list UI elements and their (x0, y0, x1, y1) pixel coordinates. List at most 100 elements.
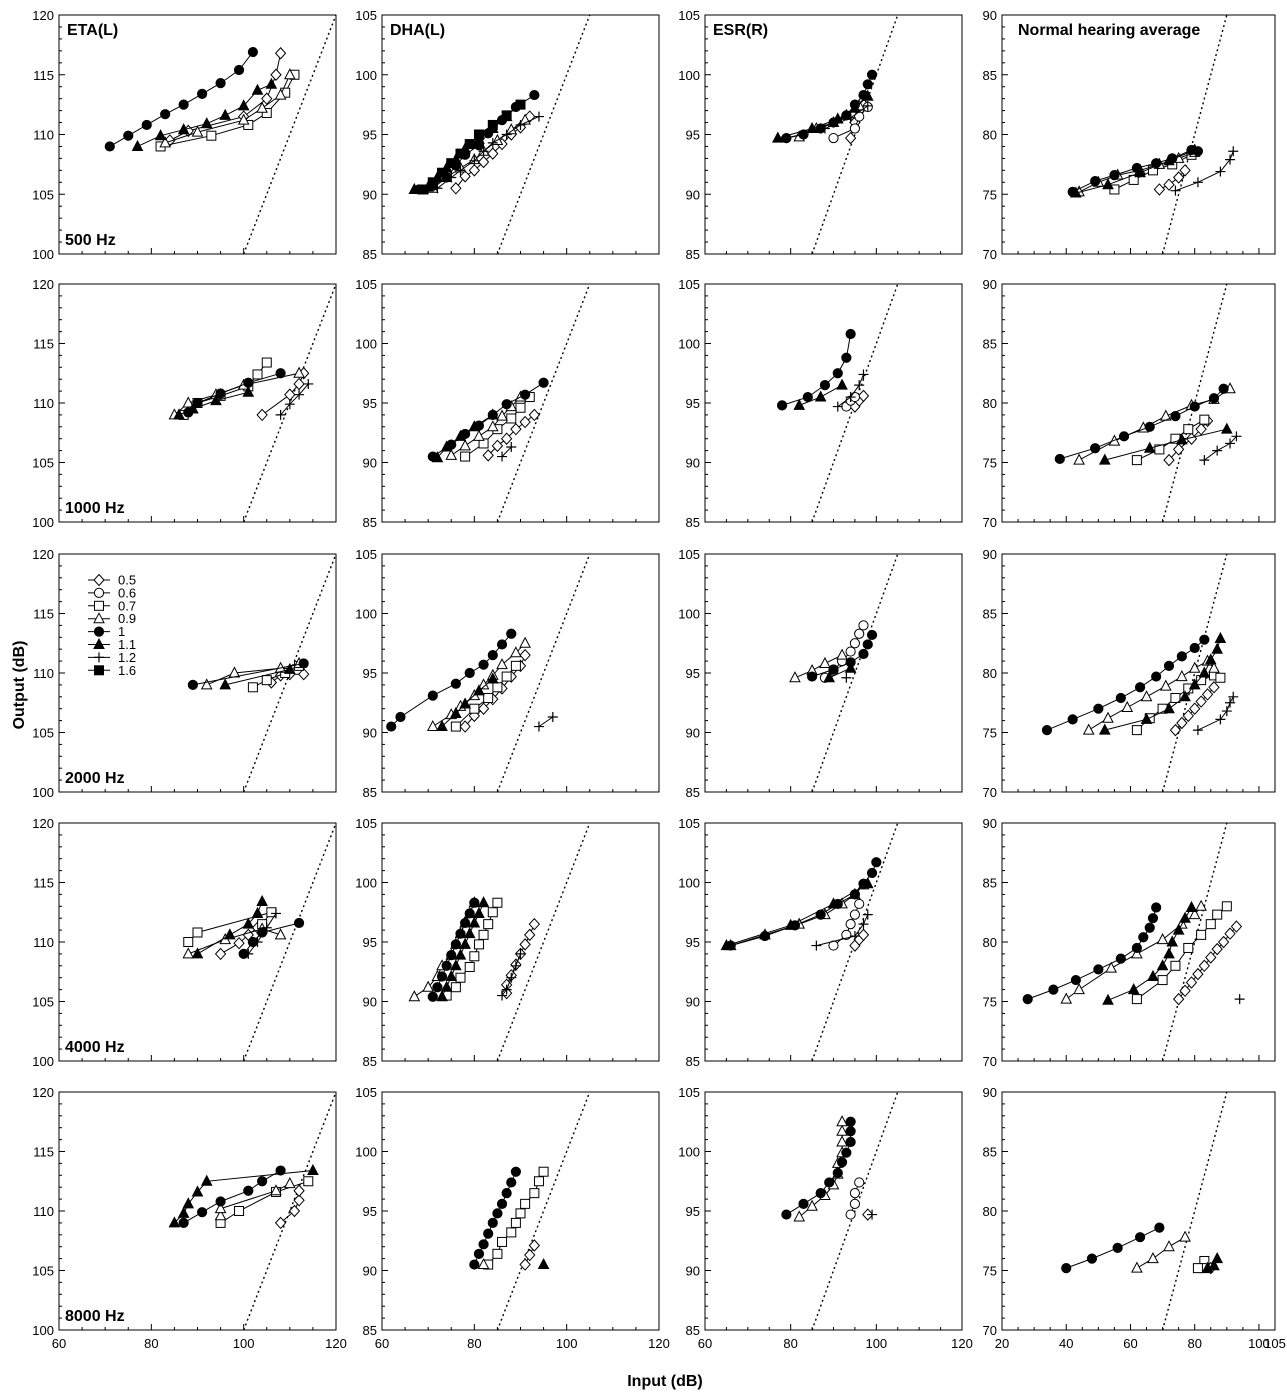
series-1 (806, 629, 878, 682)
series-1.1 (1098, 422, 1233, 465)
data-point (1093, 964, 1104, 975)
data-point (1211, 1252, 1224, 1264)
data-point (1048, 984, 1059, 995)
y-tick-label: 110 (33, 666, 54, 681)
x-tick-label: 60 (52, 1336, 66, 1351)
data-point (455, 148, 466, 159)
series-line (850, 1182, 860, 1215)
data-point (510, 1166, 521, 1177)
data-point (257, 1176, 268, 1187)
data-point (506, 442, 517, 453)
data-point (1154, 444, 1165, 455)
data-point (459, 720, 471, 733)
data-point (477, 702, 490, 715)
y-tick-label: 80 (983, 1204, 997, 1219)
y-tick-label: 85 (983, 1145, 997, 1160)
data-point (219, 678, 232, 690)
data-point (478, 929, 489, 940)
data-point (529, 89, 540, 101)
data-point (469, 155, 480, 166)
data-point (506, 413, 517, 424)
data-point (832, 1167, 843, 1179)
data-point (483, 919, 494, 930)
x-tick-label: 100 (1248, 1336, 1270, 1351)
series-1.2 (781, 100, 873, 144)
data-point (459, 170, 471, 183)
data-point (1176, 716, 1188, 730)
data-point (1163, 178, 1175, 191)
data-point (811, 940, 822, 951)
y-axis-title: Output (dB) (11, 641, 28, 730)
data-point (814, 390, 827, 402)
y-tick-label: 105 (678, 8, 700, 23)
x-tick-label: 120 (648, 1336, 670, 1351)
panel-frame (704, 283, 963, 523)
data-point (243, 1185, 254, 1196)
data-point (1073, 983, 1085, 995)
y-tick-label: 105 (355, 8, 377, 23)
data-point (854, 898, 865, 910)
panel-r1-c0: 100 105 110 115 120 1000 Hz (32, 277, 337, 530)
data-point (468, 916, 481, 928)
series-line (1178, 926, 1237, 1000)
data-point (261, 107, 272, 118)
series-line (1104, 428, 1227, 461)
panel-frame (381, 14, 660, 255)
data-point (1183, 942, 1194, 953)
data-point (1176, 669, 1188, 682)
data-point (1195, 422, 1207, 436)
data-point (836, 1135, 848, 1147)
x-tick-label: 80 (467, 1336, 481, 1351)
panel-frame (1001, 553, 1276, 793)
series-line (247, 913, 277, 955)
data-point (274, 46, 287, 60)
data-point (275, 1165, 286, 1176)
panel-r3-c0: 100 105 110 115 120 4000 Hz (32, 816, 337, 1069)
series-0.5 (519, 1239, 541, 1271)
data-point (274, 1216, 287, 1230)
data-point (1195, 695, 1207, 708)
data-point (288, 1204, 301, 1218)
data-point (252, 369, 263, 380)
y-tick-label: 80 (983, 128, 997, 143)
legend-marker (94, 600, 104, 611)
data-point (437, 167, 448, 178)
data-point (214, 1209, 227, 1221)
data-point (1163, 453, 1175, 467)
data-point (215, 78, 226, 89)
panel-r3-c1: 85 90 95 100 105 (355, 816, 660, 1069)
data-point (460, 917, 471, 929)
data-point (104, 141, 115, 152)
series-0.5 (1172, 920, 1243, 1006)
data-point (1170, 960, 1181, 971)
series-1.1 (431, 408, 499, 463)
panel-r0-c1: 85 90 95 100 105 DHA(L) (355, 8, 660, 262)
series-line (538, 716, 554, 727)
panel-r2-c2: 85 90 95 100 105 (678, 547, 963, 800)
data-point (1170, 185, 1181, 196)
x-tick-label: 40 (1059, 1336, 1073, 1351)
data-point (160, 109, 171, 120)
y-tick-label: 90 (363, 1264, 377, 1279)
data-point (215, 1196, 226, 1207)
data-point (293, 366, 305, 378)
data-point (1208, 661, 1220, 673)
data-point (486, 408, 499, 420)
data-point (1086, 1253, 1098, 1264)
data-point (806, 1199, 818, 1211)
panel-r0-c3: 70 75 80 85 90 Normal hearing average (983, 8, 1276, 262)
data-point (1183, 424, 1194, 435)
data-point (515, 119, 526, 130)
y-tick-label: 90 (686, 456, 700, 471)
data-point (496, 409, 508, 421)
series-0.6 (845, 1177, 865, 1220)
data-point (858, 620, 869, 631)
data-point (1131, 725, 1142, 736)
y-tick-label: 95 (686, 935, 700, 950)
panel-r4-c2: 85 90 95 100 105 60 80 100 120 (678, 1085, 973, 1351)
data-point (823, 671, 836, 683)
data-point (487, 137, 498, 148)
data-point (1163, 702, 1175, 714)
data-point (1131, 942, 1142, 954)
data-point (460, 451, 471, 462)
